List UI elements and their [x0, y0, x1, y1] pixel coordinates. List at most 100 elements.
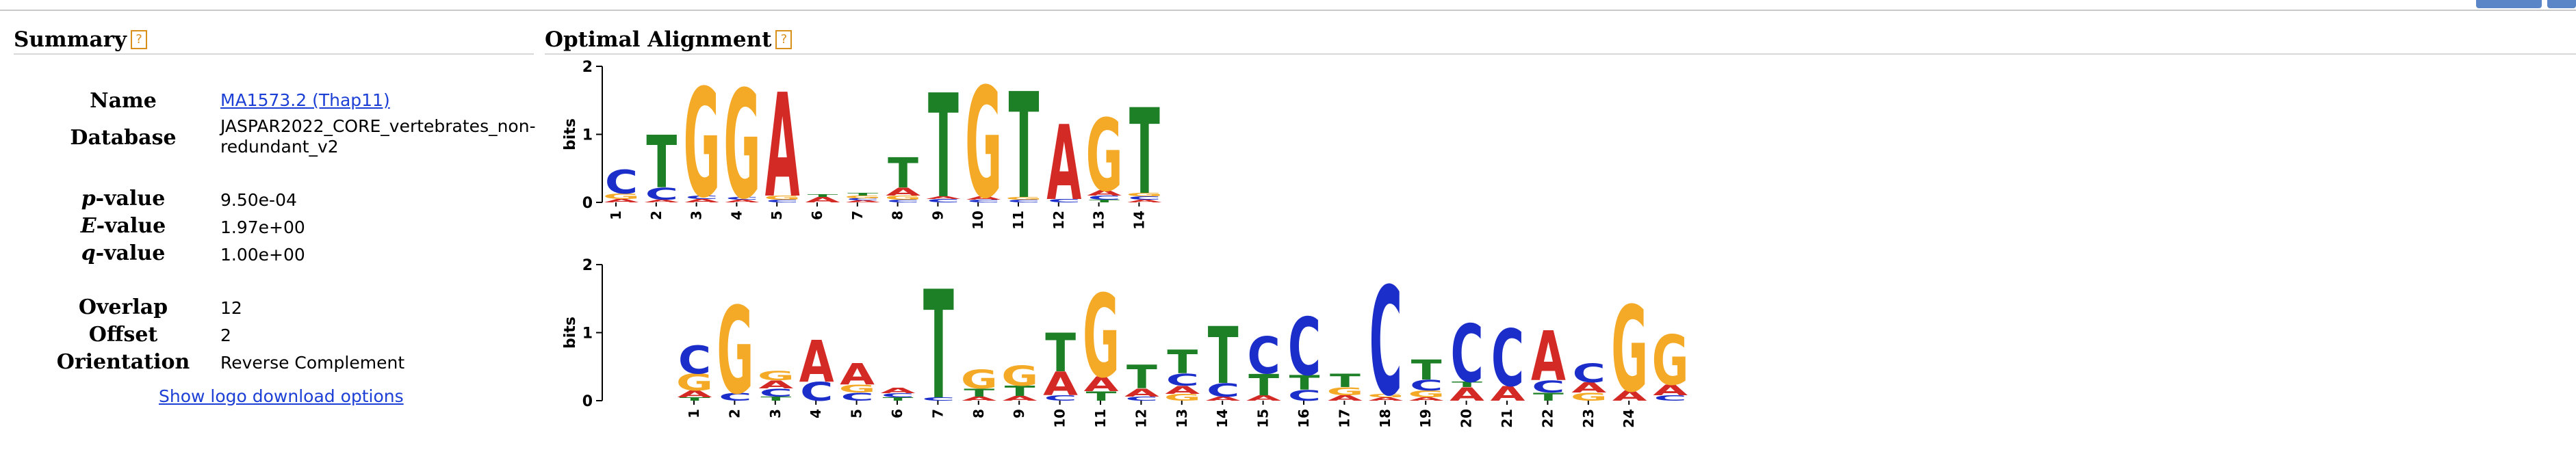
logo1-y-tick-label: 0 [582, 195, 593, 212]
logo2-y-tick-label: 0 [582, 393, 593, 410]
top-nav-button-2[interactable] [2547, 0, 2576, 8]
evalue-prefix: E [80, 214, 96, 238]
overlap-label: Overlap [78, 295, 168, 319]
logo2-letter-C: C [800, 377, 833, 407]
logo2-position-label: 20 [1458, 409, 1475, 428]
logo2-letter-A: A [1084, 373, 1120, 396]
logo1-letter-G: G [1005, 196, 1042, 200]
logo2-letter-A: A [1368, 397, 1403, 402]
logo1-letter-C: C [725, 196, 758, 200]
logo1-letter-A: A [684, 198, 719, 204]
logo1-letter-C: C [645, 185, 678, 204]
logo2-letter-A: A [678, 389, 712, 400]
logo2-position-label: 21 [1499, 409, 1515, 428]
logo1-letter-A: A [604, 198, 639, 204]
offset-value: 2 [220, 325, 231, 345]
logo1-y-axis-label: bits [562, 118, 579, 150]
logo2-position-label: 4 [808, 409, 824, 418]
logo2-position-label: 14 [1214, 409, 1231, 428]
logo1-position-label: 7 [849, 211, 866, 220]
logo1-letter-G: G [965, 55, 1002, 232]
logo1-position-label: 12 [1051, 211, 1067, 230]
logo2-letter-A: A [1003, 395, 1038, 402]
qvalue-value: 1.00e+00 [220, 245, 305, 265]
logo1-position-label: 1 [608, 211, 624, 220]
qvalue-label: q-value [27, 241, 219, 265]
logo2-letter-T: T [964, 387, 994, 400]
name-label: Name [90, 89, 157, 113]
evalue-value: 1.97e+00 [220, 217, 305, 237]
logo1-letter-C: C [1087, 195, 1120, 201]
logo2-letter-T: T [1330, 370, 1361, 392]
logo2-letter-C: C [1369, 256, 1402, 429]
logo2-letter-T: T [883, 397, 914, 402]
logo1-letter-A: A [765, 65, 800, 230]
logo2-letter-C: C [840, 390, 873, 403]
logo2-letter-C: C [922, 397, 955, 402]
logo2-position-label: 24 [1621, 409, 1637, 428]
logo1-letter-T: T [928, 66, 959, 230]
alignment-rule [545, 53, 2576, 55]
logo2-position-label: 5 [849, 409, 865, 418]
logo1-letter-A: A [1046, 104, 1081, 224]
logo2-position-label: 1 [686, 409, 702, 418]
orientation-value: Reverse Complement [220, 353, 405, 373]
logo2-letter-T: T [1411, 353, 1442, 386]
logo1-y-tick-label: 2 [582, 59, 593, 76]
logo2-letter-G: G [1408, 389, 1445, 400]
logo2-position-label: 10 [1052, 409, 1068, 428]
logo2-letter-G: G [1164, 392, 1201, 403]
logo2-letter-C: C [1288, 387, 1321, 404]
alignment-help-icon[interactable]: ? [775, 30, 793, 49]
logo1-letter-C: C [685, 195, 718, 200]
logo2-letter-C: C [719, 390, 751, 403]
logo2-letter-C: C [1207, 379, 1239, 401]
logo1-y-tick-label: 1 [582, 127, 593, 144]
logo1-position-label: 14 [1131, 211, 1147, 230]
logo2-position-label: 2 [726, 409, 743, 418]
logo2-letter-A: A [1246, 394, 1282, 403]
logo2-letter-T: T [923, 259, 954, 432]
logo1-position-label: 9 [929, 211, 946, 220]
logo2-letter-G: G [1001, 360, 1038, 392]
logo1-letter-A: A [1087, 189, 1122, 198]
logo2-position-label: 15 [1255, 409, 1272, 428]
summary-help-icon[interactable]: ? [130, 30, 147, 49]
logo1-letter-G: G [603, 192, 640, 201]
logo2-letter-G: G [1611, 281, 1648, 418]
logo2-letter-A: A [1450, 384, 1484, 405]
logo1-letter-A: A [644, 199, 679, 203]
logo2-letter-T: T [1167, 344, 1198, 381]
logo2-letter-G: G [676, 370, 713, 397]
logo1-letter-C: C [766, 199, 799, 203]
top-nav-button[interactable] [2476, 0, 2542, 8]
logo2-y-axis-label: bits [562, 317, 579, 349]
logo2-letter-T: T [1086, 389, 1117, 404]
logo1-letter-A: A [966, 196, 1001, 201]
logo2-letter-C: C [1044, 394, 1077, 403]
logo1-letter-G: G [764, 195, 801, 201]
logo2-letter-G: G [839, 383, 876, 396]
logo1-letter-T: T [1129, 83, 1160, 221]
logo1-position-label: 2 [648, 211, 665, 220]
logo2-letter-G: G [1367, 393, 1404, 399]
offset-label: Offset [88, 323, 158, 347]
logo2-position-label: 17 [1336, 409, 1352, 428]
logo2-letter-T: T [1126, 359, 1157, 396]
logo2-letter-C: C [1410, 377, 1443, 394]
logo2-letter-A: A [1653, 382, 1688, 399]
logo2-letter-A: A [881, 386, 916, 395]
show-logo-download-options-link[interactable]: Show logo download options [159, 386, 404, 406]
alignment-title: Optimal Alignment [545, 27, 772, 52]
logo2-letter-C: C [1573, 358, 1606, 388]
motif-name-link[interactable]: MA1573.2 (Thap11) [220, 90, 390, 110]
summary-heading: Summary ? [14, 27, 147, 52]
logo2-letter-G: G [1571, 390, 1608, 403]
logo2-letter-G: G [1652, 321, 1689, 401]
logo2-letter-G: G [1326, 386, 1363, 399]
logo2-letter-C: C [1166, 371, 1199, 390]
logo2-letter-T: T [680, 397, 710, 402]
logo1-letter-G: G [684, 57, 721, 230]
logo2-position-label: 11 [1092, 409, 1109, 428]
logo1-letter-C: C [847, 198, 879, 201]
